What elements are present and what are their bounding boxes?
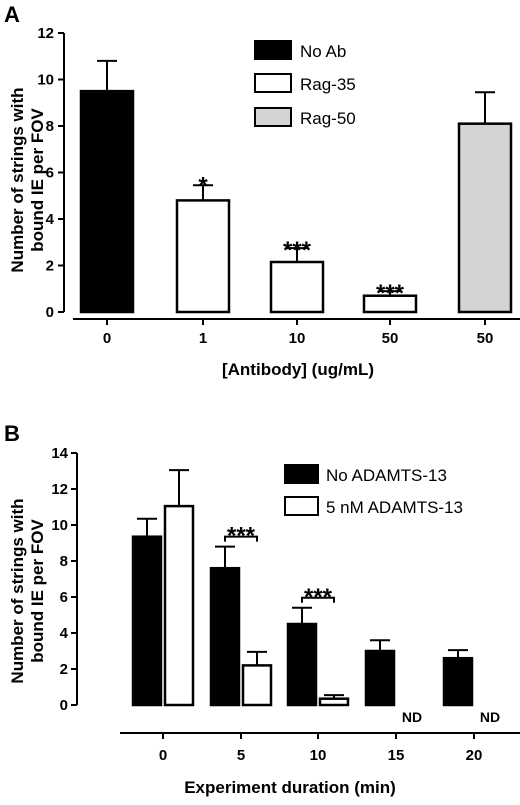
panel-b-bar-10-series-0 bbox=[286, 622, 318, 707]
legend-label-no-adamts13: No ADAMTS-13 bbox=[326, 466, 447, 485]
legend-label-5nm-adamts13: 5 nM ADAMTS-13 bbox=[326, 498, 463, 517]
panel-b-y-axis: 0 2 4 6 8 10 12 14 bbox=[51, 445, 78, 714]
panel-a-x-axis: 0 1 10 50 50 bbox=[73, 318, 520, 347]
panel-b-y-tick-label: 8 bbox=[60, 553, 68, 570]
panel-a-significance-label: *** bbox=[283, 237, 312, 264]
legend-label-rag-35: Rag-35 bbox=[300, 75, 356, 94]
panel-b-y-tick-label: 10 bbox=[51, 517, 68, 534]
panel-a-ylabel: Number of strings with bound IE per FOV bbox=[8, 87, 47, 272]
panel-b-y-tick-label: 12 bbox=[51, 481, 68, 498]
panel-a-x-tick-label: 10 bbox=[289, 330, 306, 347]
legend-label-rag-50: Rag-50 bbox=[300, 109, 356, 128]
panel-a-bar-0-no-ab bbox=[79, 89, 135, 314]
panel-a-x-tick-label: 50 bbox=[477, 330, 494, 347]
panel-a-y-tick-label: 6 bbox=[46, 165, 54, 182]
panel-b-bar-5-series-1 bbox=[241, 664, 273, 707]
panel-b-x-tick-label: 5 bbox=[237, 747, 245, 764]
panel-a-bars: ******* bbox=[79, 59, 513, 314]
legend-swatch-5nm-adamts13 bbox=[284, 496, 319, 516]
panel-b-bar-5-series-0 bbox=[209, 566, 241, 707]
panel-b-bar-0-series-1 bbox=[163, 504, 195, 707]
panel-b-x-axis: 0 5 10 15 20 bbox=[120, 732, 520, 764]
panel-b-x-tick-label: 20 bbox=[466, 747, 483, 764]
panel-b-x-tick-label: 10 bbox=[310, 747, 327, 764]
panel-b-bar-10-series-1 bbox=[318, 697, 350, 707]
panel-b-y-tick-label: 0 bbox=[60, 697, 68, 714]
panel-a-y-axis: 0 2 4 6 8 10 12 bbox=[37, 25, 65, 321]
panel-b-ylabel-line2: bound IE per FOV bbox=[28, 519, 47, 663]
panel-a-y-tick-label: 4 bbox=[46, 211, 55, 228]
panel-a-x-tick-label: 0 bbox=[103, 330, 111, 347]
panel-a-bar-10-rag-35 bbox=[269, 260, 325, 314]
panel-b-y-tick-label: 14 bbox=[51, 445, 68, 462]
panel-b-legend: No ADAMTS-13 5 nM ADAMTS-13 bbox=[284, 464, 463, 517]
panel-b-nd-label: ND bbox=[480, 709, 500, 725]
panel-b-ylabel: Number of strings with bound IE per FOV bbox=[8, 498, 47, 683]
panel-b-significance-bracket bbox=[301, 596, 335, 603]
legend-swatch-no-adamts13 bbox=[284, 464, 319, 484]
panel-b-significance-label: *** bbox=[304, 584, 333, 611]
panel-b-bars: ND ND *** *** bbox=[131, 469, 500, 725]
panel-a-y-tick-label: 0 bbox=[46, 304, 54, 321]
panel-a-y-tick-label: 8 bbox=[46, 118, 54, 135]
panel-b-y-tick-label: 4 bbox=[60, 625, 69, 642]
panel-b-xlabel: Experiment duration (min) bbox=[184, 778, 396, 797]
panel-b-bar-15-series-0 bbox=[364, 649, 396, 707]
panel-a-x-tick-label: 1 bbox=[199, 330, 207, 347]
panel-b-significance-bracket bbox=[224, 535, 258, 542]
panel-a-bar-50-rag-35 bbox=[362, 294, 418, 314]
panel-b-x-tick-label: 0 bbox=[159, 747, 167, 764]
panel-a-significance-label: * bbox=[198, 172, 208, 199]
panel-b-y-tick-label: 2 bbox=[60, 661, 68, 678]
panel-a-y-tick-label: 12 bbox=[37, 25, 54, 42]
panel-b-bar-20-series-0 bbox=[442, 656, 474, 707]
legend-swatch-rag-35 bbox=[254, 73, 292, 93]
panel-a-xlabel: [Antibody] (ug/mL) bbox=[222, 360, 374, 379]
panel-b-bar-0-series-0 bbox=[131, 535, 163, 707]
panel-a-x-tick-label: 50 bbox=[382, 330, 399, 347]
panel-b-ylabel-line1: Number of strings with bbox=[8, 498, 27, 683]
panel-a-ylabel-line2: bound IE per FOV bbox=[28, 108, 47, 252]
panel-a-y-tick-label: 2 bbox=[46, 258, 54, 275]
panel-a-ylabel-line1: Number of strings with bbox=[8, 87, 27, 272]
panel-b-letter: B bbox=[4, 421, 20, 446]
panel-a-y-tick-label: 10 bbox=[37, 72, 54, 89]
panel-b-significance-label: *** bbox=[227, 523, 256, 550]
legend-swatch-no-ab bbox=[254, 40, 292, 60]
panel-a-legend: No Ab Rag-35 Rag-50 bbox=[254, 40, 356, 128]
panel-a-bar-1-rag-35 bbox=[175, 199, 231, 314]
panel-b-nd-label: ND bbox=[402, 709, 422, 725]
panel-a-significance-label: *** bbox=[376, 280, 405, 307]
panel-b-x-tick-label: 15 bbox=[388, 747, 405, 764]
panel-b-y-tick-label: 6 bbox=[60, 589, 68, 606]
legend-swatch-rag-50 bbox=[254, 107, 292, 127]
panel-a-letter: A bbox=[4, 2, 20, 27]
panel-a-bar-50-rag-50 bbox=[457, 122, 513, 314]
legend-label-no-ab: No Ab bbox=[300, 42, 346, 61]
